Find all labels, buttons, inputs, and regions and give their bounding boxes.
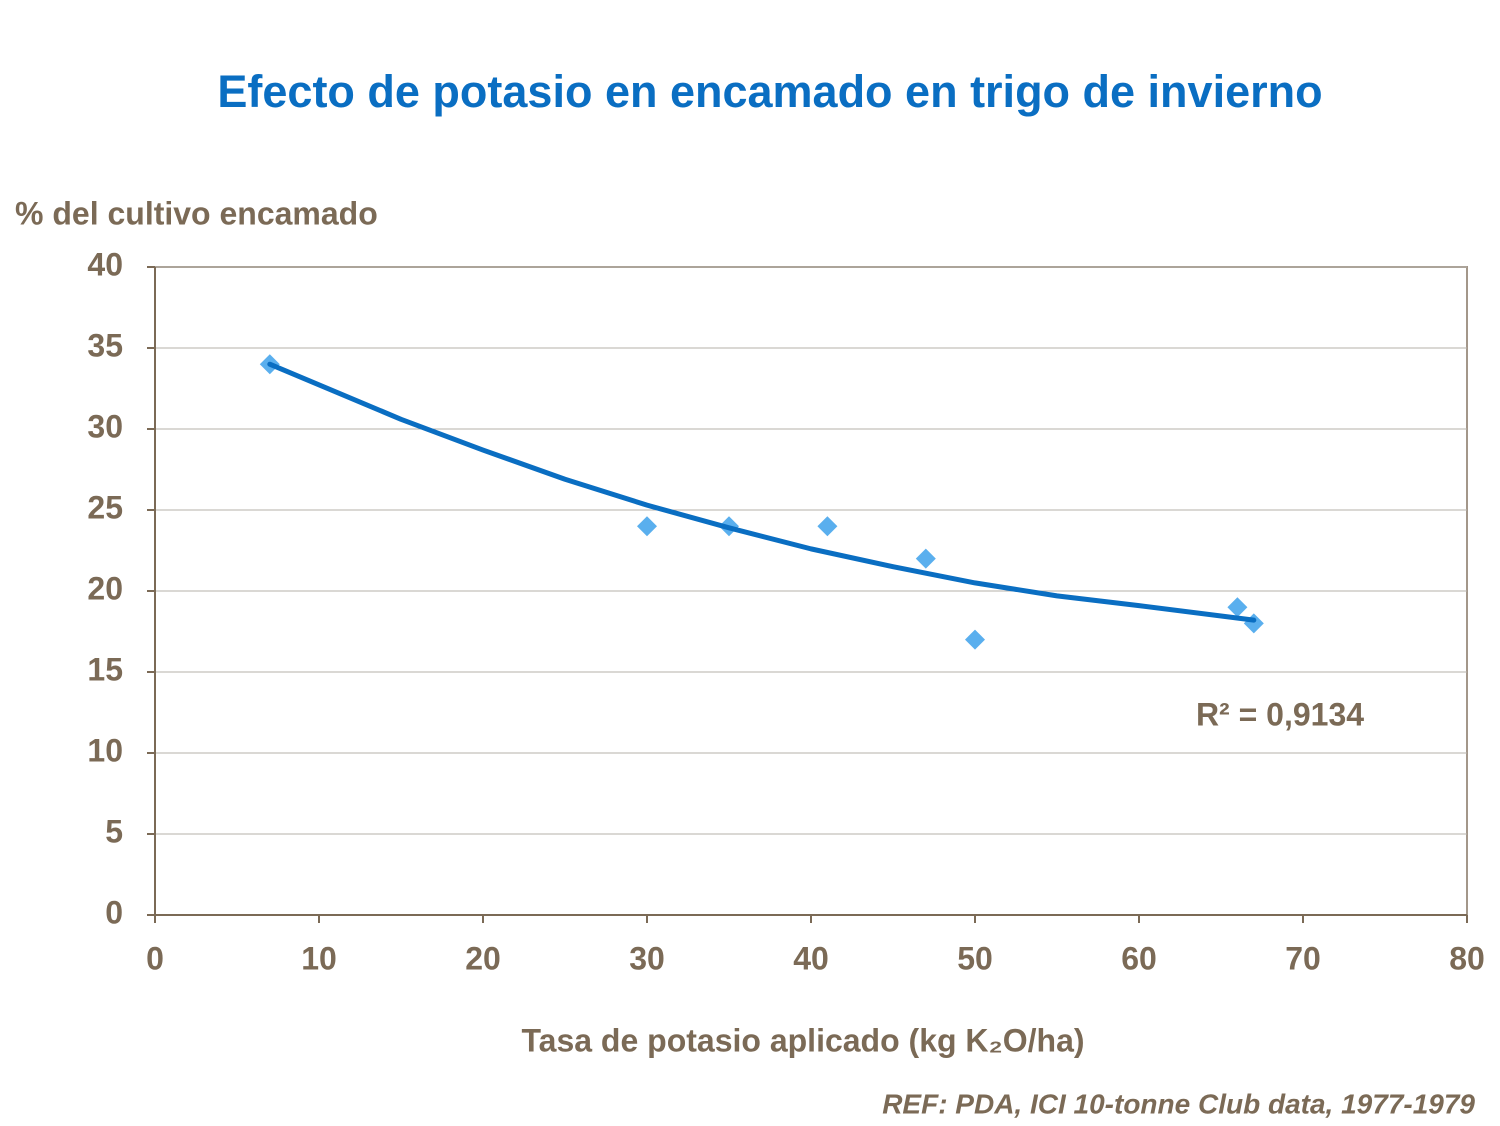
data-point: [817, 516, 838, 537]
x-tick-label: 30: [629, 940, 665, 976]
x-tick-label: 40: [793, 940, 829, 976]
x-tick-label: 60: [1121, 940, 1157, 976]
y-tick-label: 40: [87, 246, 123, 282]
y-tick-label: 15: [87, 651, 123, 687]
trendline: [267, 361, 1257, 623]
x-tick-label: 0: [146, 940, 164, 976]
data-point: [1243, 613, 1264, 634]
x-tick-label: 80: [1449, 940, 1485, 976]
x-tick-label: 20: [465, 940, 501, 976]
source-note: REF: PDA, ICI 10-tonne Club data, 1977-1…: [882, 1088, 1475, 1119]
data-point: [915, 548, 936, 569]
x-tick-label: 10: [301, 940, 337, 976]
y-tick-label: 35: [87, 327, 123, 363]
x-tick-label: 70: [1285, 940, 1321, 976]
x-axis-label: Tasa de potasio aplicado (kg K₂O/ha): [521, 1022, 1084, 1058]
y-tick-label: 5: [105, 813, 123, 849]
x-tick-label: 50: [957, 940, 993, 976]
y-tick-label: 0: [105, 894, 123, 930]
chart-title: Efecto de potasio en encamado en trigo d…: [217, 66, 1322, 117]
r2-annotation: R² = 0,9134: [1196, 696, 1364, 732]
data-point: [1227, 597, 1248, 618]
y-tick-label: 25: [87, 489, 123, 525]
y-tick-label: 20: [87, 570, 123, 606]
data-point: [965, 629, 985, 650]
data-point: [637, 516, 657, 537]
y-axis-label: % del cultivo encamado: [15, 195, 378, 231]
y-tick-label: 10: [87, 732, 123, 768]
y-tick-label: 30: [87, 408, 123, 444]
